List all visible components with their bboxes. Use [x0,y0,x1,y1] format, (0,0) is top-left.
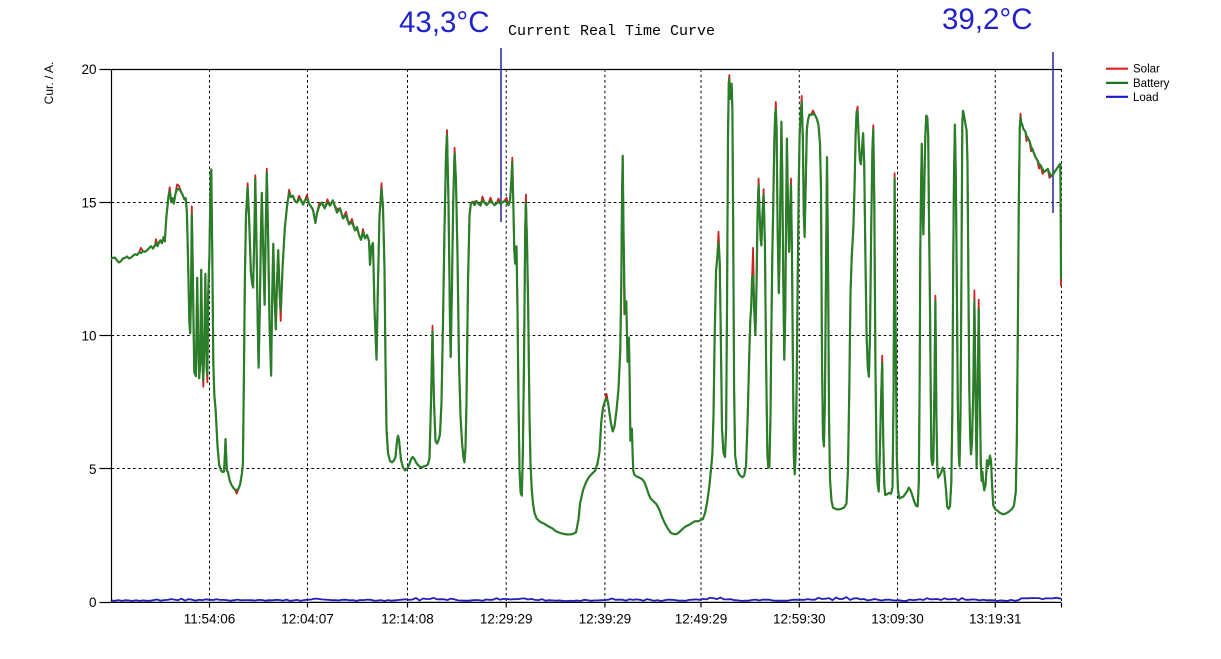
svg-text:12:39:29: 12:39:29 [579,612,632,627]
svg-text:Current Real Time Curve: Current Real Time Curve [508,23,715,40]
svg-text:13:09:30: 13:09:30 [871,612,924,627]
svg-text:Solar: Solar [1133,64,1160,76]
svg-text:13:19:31: 13:19:31 [969,612,1022,627]
svg-text:39,2°C: 39,2°C [942,3,1033,36]
svg-text:12:29:29: 12:29:29 [480,612,533,627]
svg-text:12:04:07: 12:04:07 [281,612,334,627]
svg-text:12:59:30: 12:59:30 [773,612,826,627]
svg-text:11:54:06: 11:54:06 [184,612,236,627]
svg-text:5: 5 [89,462,97,477]
svg-text:Cur. / A.: Cur. / A. [42,62,56,105]
svg-text:15: 15 [81,196,96,211]
svg-text:12:14:08: 12:14:08 [381,612,434,627]
svg-text:0: 0 [89,595,97,610]
svg-text:43,3°C: 43,3°C [399,6,490,39]
svg-text:20: 20 [81,62,96,77]
svg-text:12:49:29: 12:49:29 [675,612,728,627]
svg-text:Load: Load [1133,92,1159,104]
svg-text:Battery: Battery [1133,78,1170,90]
svg-text:10: 10 [81,329,96,344]
